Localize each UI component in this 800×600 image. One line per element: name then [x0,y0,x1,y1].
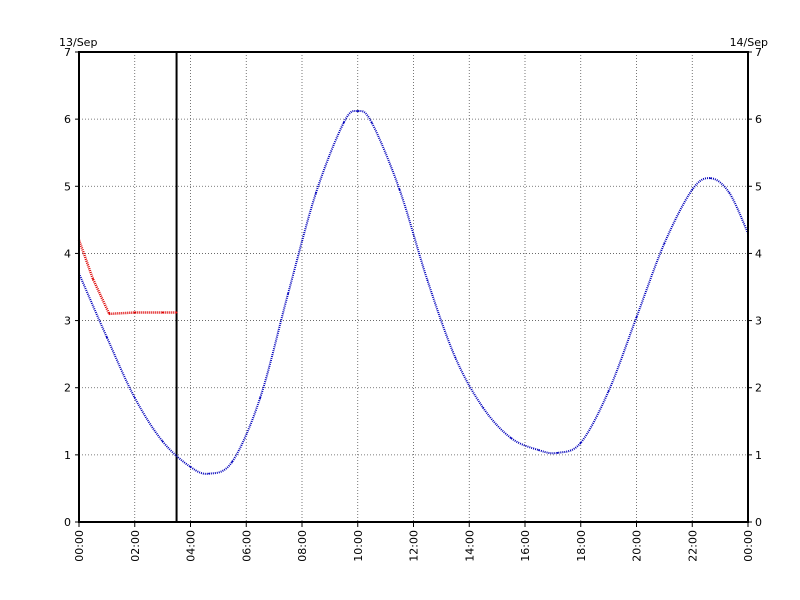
y-tick-label-right: 6 [755,113,762,126]
start-date-label: 13/Sep [59,36,97,49]
observed-tide-point [92,278,94,280]
predicted-tide-line [78,109,749,475]
predicted-tide-point [105,336,108,339]
predicted-tide-point [315,192,317,194]
predicted-tide-point [342,121,345,124]
predicted-tide-point [556,451,559,454]
predicted-tide-point [454,356,457,359]
predicted-tide-point [189,466,192,468]
x-tick-label: 12:00 [408,530,421,562]
x-tick-label: 08:00 [296,530,309,562]
observed-tide-point [108,312,111,315]
y-tick-label-left: 5 [64,180,71,193]
x-tick-label: 10:00 [352,530,365,562]
y-tick-label-right: 3 [755,315,762,328]
predicted-tide-point [482,406,485,409]
y-axis-ticks: 0 0 1 1 2 2 3 3 4 4 5 5 6 6 7 7 [64,46,762,529]
y-tick-label-right: 1 [755,449,762,462]
predicted-tide-point [709,177,712,180]
x-tick-label: 20:00 [631,530,644,562]
predicted-tide-point [259,396,262,399]
y-tick-label-right: 7 [755,46,762,59]
observed-tide-point [133,311,136,314]
predicted-tide-point [663,242,666,245]
y-tick-label-right: 2 [755,382,762,395]
predicted-tide-point [161,440,164,443]
y-tick-label-left: 1 [64,449,71,462]
x-tick-label: 14:00 [463,530,476,562]
predicted-tide-point [370,121,373,124]
x-tick-label: 16:00 [519,530,532,562]
predicted-tide-point [691,188,694,191]
y-tick-label-left: 6 [64,113,71,126]
x-tick-label: 02:00 [129,530,142,562]
y-tick-label-right: 5 [755,180,762,193]
predicted-tide-point [133,396,136,399]
grid-lines [79,51,748,523]
x-tick-label: 04:00 [185,530,198,562]
predicted-tide-point [579,441,582,444]
x-axis-ticks: 00:00 02:00 04:00 06:00 08:00 10:00 12:00 14:00… [73,522,755,562]
predicted-tide-point [728,192,731,194]
y-tick-label-left: 2 [64,382,71,395]
end-date-label: 14/Sep [730,36,768,49]
predicted-tide-point [510,437,512,439]
predicted-tide-point [356,110,359,112]
y-tick-label-left: 4 [64,247,71,260]
x-tick-label: 00:00 [73,530,86,562]
y-tick-label-left: 0 [64,516,71,529]
observed-tide-line [77,239,177,316]
x-tick-label: 22:00 [686,530,699,562]
predicted-tide-point [607,390,610,392]
x-tick-label: 18:00 [575,530,588,562]
observed-tide-point [161,311,164,314]
predicted-tide-point [538,449,540,452]
y-tick-label-left: 3 [64,315,71,328]
x-tick-label: 06:00 [240,530,253,562]
predicted-tide-point [635,316,638,319]
predicted-tide-point [398,188,401,191]
observed-tide-point [175,311,178,314]
predicted-tide-point [231,460,234,463]
y-tick-label-left: 7 [64,46,71,59]
x-tick-label: 00:00 [742,530,755,562]
y-tick-label-right: 4 [755,247,762,260]
y-tick-label-right: 0 [755,516,762,529]
predicted-tide-point [287,292,289,295]
predicted-tide-point [426,279,429,282]
predicted-tide-point [208,472,210,475]
